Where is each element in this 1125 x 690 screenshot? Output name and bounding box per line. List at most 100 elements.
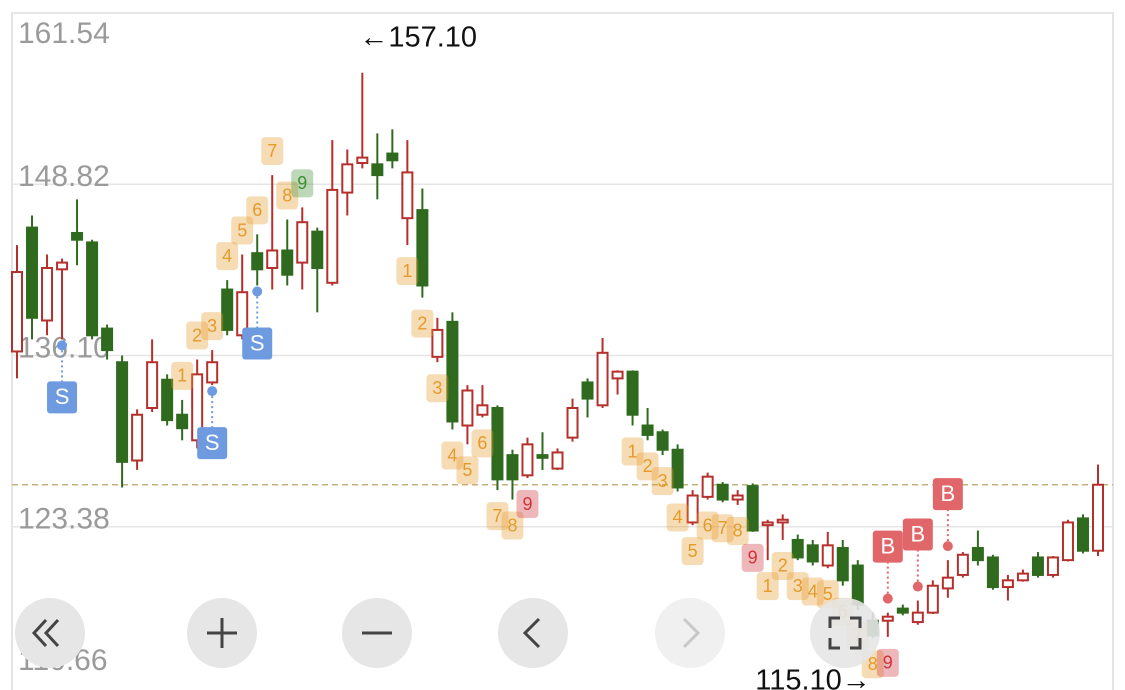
count-badge <box>486 502 509 531</box>
candle-body <box>461 389 474 427</box>
candle-body <box>86 241 99 337</box>
count-badge <box>501 511 524 540</box>
zoom-in-button[interactable] <box>187 598 257 668</box>
count-badge <box>171 361 194 390</box>
candle-body <box>596 351 609 407</box>
candle <box>1092 464 1104 557</box>
candle <box>926 580 939 614</box>
count-badge <box>726 516 749 545</box>
high-annotation: ←157.10 <box>359 22 477 54</box>
candle <box>881 612 894 637</box>
setup-count: 4 <box>441 441 464 470</box>
signal-label: S <box>250 330 265 355</box>
count-badge <box>756 572 779 601</box>
fullscreen-button[interactable] <box>810 598 880 668</box>
candle-body <box>791 538 804 559</box>
signal-label: B <box>910 521 925 546</box>
candle <box>821 531 834 569</box>
candle-body <box>476 404 489 416</box>
previous-button[interactable] <box>498 598 568 668</box>
candle-body <box>1046 556 1059 576</box>
candle-body <box>776 518 789 524</box>
candle-body <box>446 320 459 423</box>
candle <box>956 552 969 578</box>
candle <box>551 448 564 470</box>
count-badge <box>441 441 464 470</box>
candles <box>11 72 1104 639</box>
setup-count: 5 <box>681 537 704 566</box>
candle-body <box>281 249 294 276</box>
candle <box>521 437 534 479</box>
candle <box>761 519 774 561</box>
candle-body <box>611 370 624 380</box>
count-label: 5 <box>688 541 698 561</box>
candle-body <box>686 494 699 524</box>
count-badge <box>261 137 284 166</box>
setup-count: 8 <box>276 181 299 210</box>
signal-badge <box>47 381 78 414</box>
candle <box>191 359 204 449</box>
candle-body <box>401 171 414 220</box>
signal-flag: B <box>932 478 963 552</box>
setup-count: 9 <box>876 648 899 677</box>
candle-body <box>176 413 189 430</box>
setup-count: 3 <box>201 312 224 341</box>
candle <box>611 370 624 395</box>
count-badge <box>636 452 659 481</box>
candle-body <box>806 544 819 563</box>
candle <box>161 374 174 426</box>
candle-body <box>116 361 129 463</box>
count-badge <box>771 551 794 580</box>
candle <box>371 133 384 200</box>
candle-body <box>1016 572 1029 582</box>
signal-dot <box>882 593 893 604</box>
setup-count: 1 <box>396 257 419 286</box>
candle <box>806 539 819 566</box>
candle-body <box>521 443 534 477</box>
candle-body <box>566 407 579 439</box>
candle <box>1016 569 1029 582</box>
next-button[interactable] <box>655 598 725 668</box>
candle <box>746 483 759 532</box>
candle <box>716 482 729 503</box>
signal-label: S <box>55 384 70 409</box>
candle-body <box>851 564 864 606</box>
setup-count: 3 <box>651 467 674 496</box>
count-label: 5 <box>462 460 472 480</box>
candle-body <box>236 291 249 337</box>
count-label: 3 <box>658 471 668 491</box>
candle <box>1076 514 1089 554</box>
candle <box>656 429 669 456</box>
candle <box>776 514 789 540</box>
low-annotation: 115.10→ <box>755 665 871 690</box>
candle-body <box>656 431 669 451</box>
count-label: 7 <box>492 506 502 526</box>
count-badge <box>696 511 719 540</box>
zoom-out-button[interactable] <box>342 598 412 668</box>
candle-body <box>431 328 444 358</box>
count-badge <box>666 503 689 532</box>
candle-body <box>836 547 849 582</box>
candle-body <box>1001 579 1014 589</box>
candle <box>491 405 504 491</box>
candle <box>1031 552 1044 578</box>
count-badge <box>231 216 254 245</box>
candle <box>476 385 489 418</box>
first-button[interactable] <box>15 598 85 668</box>
count-label: 4 <box>808 581 818 601</box>
candle <box>1046 556 1059 578</box>
count-label: 3 <box>793 576 803 596</box>
candle <box>1061 519 1074 562</box>
setup-count: 2 <box>636 452 659 481</box>
setup-count: 1 <box>756 572 779 601</box>
count-label: 3 <box>432 378 442 398</box>
candle-body <box>626 370 639 416</box>
candle-body <box>491 407 504 481</box>
candle-body <box>506 454 519 481</box>
candle-body <box>296 221 309 264</box>
y-tick-label: 123.38 <box>18 503 110 536</box>
candle <box>431 317 444 363</box>
candle <box>641 408 654 441</box>
signal-label: S <box>205 430 220 455</box>
setup-count: 8 <box>501 511 524 540</box>
